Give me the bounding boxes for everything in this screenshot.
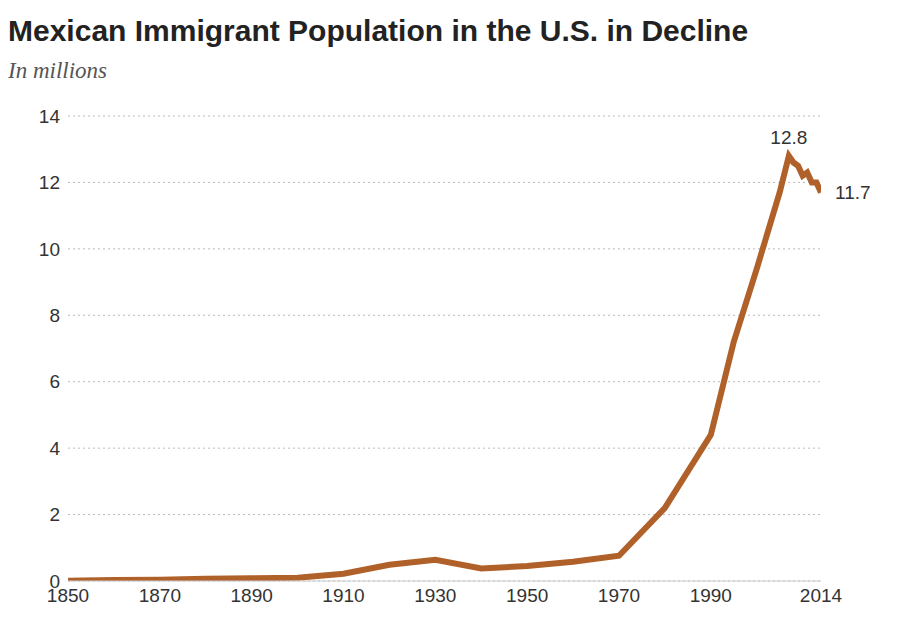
svg-text:12: 12 — [39, 172, 60, 193]
svg-text:1930: 1930 — [414, 585, 456, 606]
svg-text:1950: 1950 — [506, 585, 548, 606]
svg-text:1870: 1870 — [139, 585, 181, 606]
svg-text:4: 4 — [49, 438, 60, 459]
svg-text:8: 8 — [49, 305, 60, 326]
svg-text:1910: 1910 — [322, 585, 364, 606]
svg-text:10: 10 — [39, 239, 60, 260]
svg-text:1990: 1990 — [690, 585, 732, 606]
html-text:In millions: In millions — [8, 58, 107, 83]
svg-text:1970: 1970 — [598, 585, 640, 606]
svg-text:1890: 1890 — [231, 585, 273, 606]
svg-text:12.8: 12.8 — [770, 127, 807, 148]
svg-text:6: 6 — [49, 371, 60, 392]
svg-text:2014: 2014 — [800, 585, 843, 606]
svg-text:2: 2 — [49, 504, 60, 525]
html-text:Mexican Immigrant Population i: Mexican Immigrant Population in the U.S.… — [8, 14, 749, 47]
svg-text:0: 0 — [49, 571, 60, 592]
svg-text:11.7: 11.7 — [835, 182, 871, 203]
svg-text:14: 14 — [39, 106, 61, 127]
svg-text:1850: 1850 — [46, 585, 90, 607]
